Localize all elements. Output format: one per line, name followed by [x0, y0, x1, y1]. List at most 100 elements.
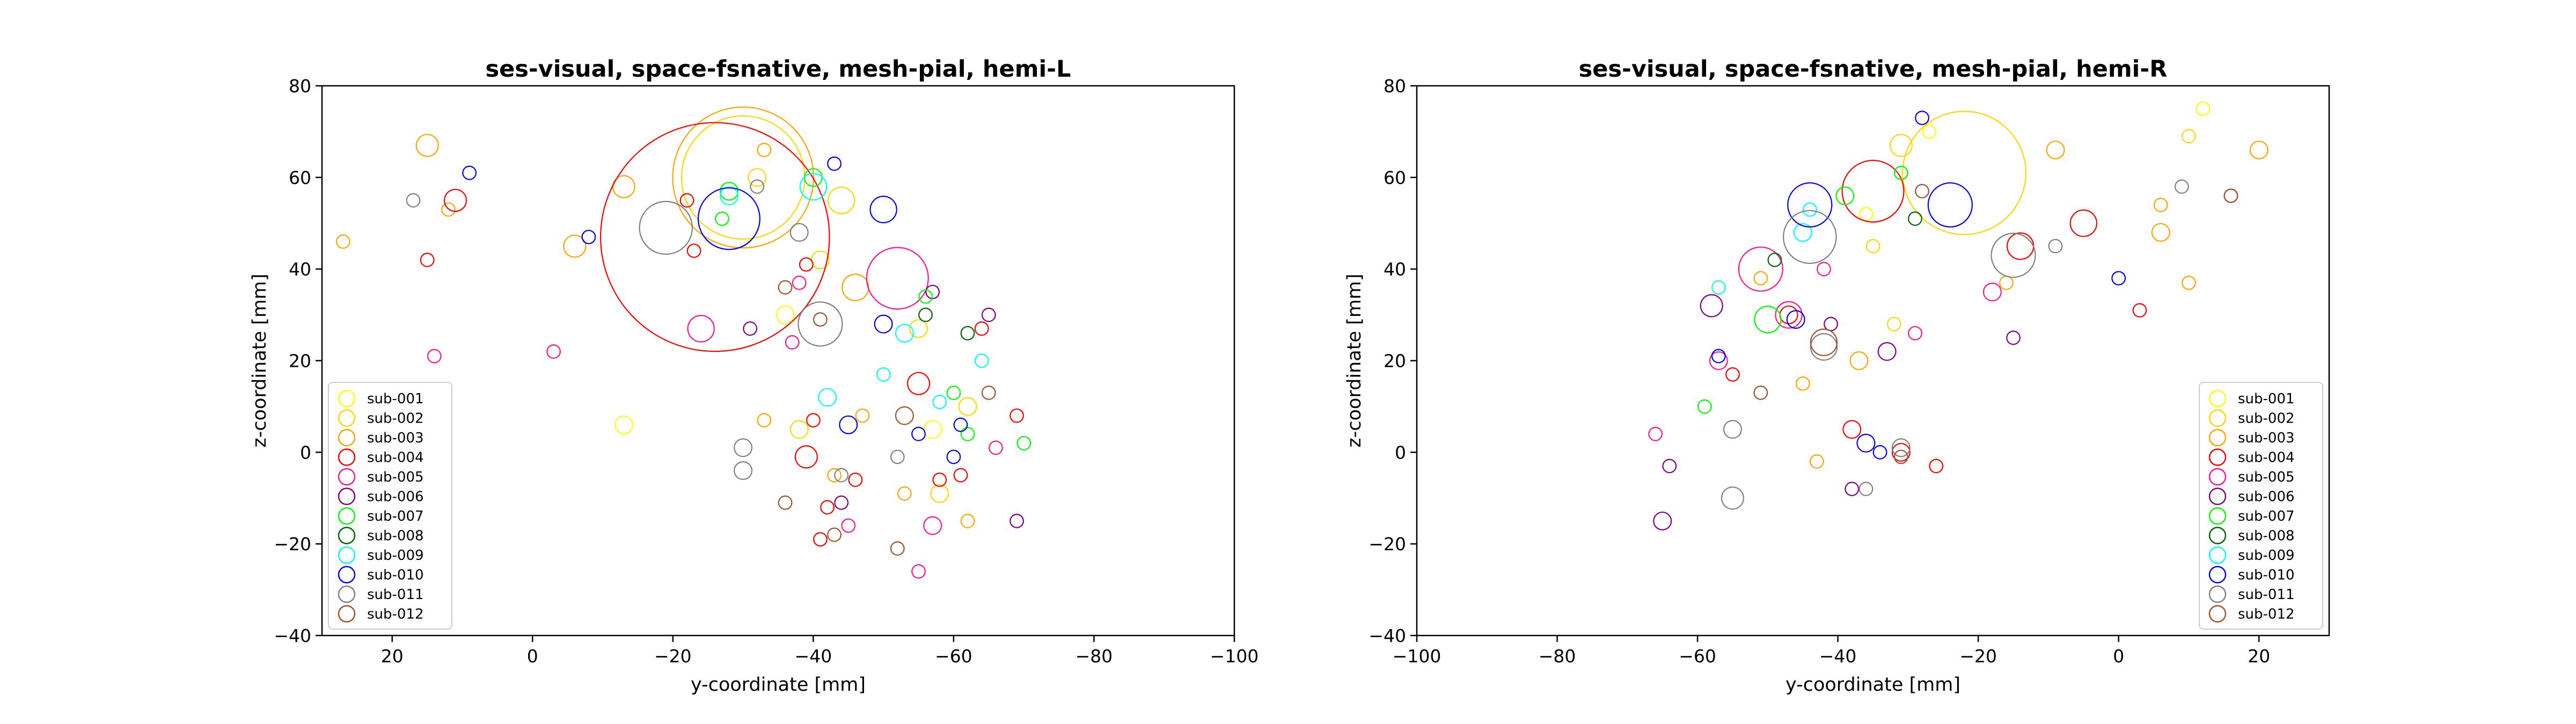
data-point-sub-005 [1709, 351, 1728, 370]
x-tick-label: −20 [654, 646, 692, 667]
legend-label: sub-011 [367, 587, 424, 603]
data-point-sub-007 [1697, 399, 1712, 414]
data-point-sub-003 [2151, 223, 2170, 242]
data-point-sub-004 [2069, 209, 2098, 237]
data-markers [1648, 101, 2268, 530]
legend-marker [2208, 507, 2227, 525]
legend-marker [2208, 468, 2227, 486]
data-point-sub-004 [974, 321, 989, 336]
data-point-sub-002 [748, 168, 767, 187]
legend-label: sub-006 [367, 489, 424, 505]
data-point-sub-005 [1648, 426, 1663, 441]
data-point-sub-004 [2132, 303, 2147, 317]
legend: sub-001 sub-002 sub-003 sub-004 sub-005 sub-0… [2199, 382, 2323, 630]
y-tick-label: −20 [274, 534, 311, 555]
data-point-sub-003 [841, 274, 869, 301]
data-point-sub-012 [895, 406, 914, 425]
data-point-sub-003 [1795, 376, 1810, 391]
data-point-sub-011 [797, 301, 843, 347]
data-point-sub-006 [1824, 316, 1838, 331]
data-point-sub-004 [799, 257, 814, 272]
y-tick-label: 20 [289, 351, 311, 372]
legend-marker [338, 487, 356, 505]
data-point-sub-004 [2006, 232, 2035, 260]
data-point-sub-005 [1775, 301, 1803, 329]
x-tick-label: −60 [935, 646, 972, 667]
data-point-sub-005 [1982, 282, 2002, 301]
y-tick-label: −20 [1368, 534, 1406, 555]
x-tick-label: 0 [2113, 646, 2124, 667]
data-point-sub-004 [686, 243, 701, 258]
x-tick-label: −100 [1393, 646, 1441, 667]
data-point-sub-011 [1891, 438, 1911, 457]
data-point-sub-011 [789, 223, 809, 242]
x-tick-label: −80 [1539, 646, 1576, 667]
data-point-sub-003 [563, 234, 587, 258]
data-point-sub-005 [1817, 262, 1831, 277]
legend-label: sub-006 [2238, 489, 2295, 505]
y-axis-label: z-coordinate [mm] [249, 274, 270, 447]
legend-marker [338, 546, 356, 564]
legend-marker [338, 468, 356, 486]
data-point-sub-011 [1783, 210, 1837, 264]
data-point-sub-002 [810, 250, 830, 270]
legend-label: sub-002 [367, 411, 424, 427]
data-point-sub-012 [827, 527, 842, 542]
data-point-sub-012 [1915, 184, 1929, 198]
left-hemisphere-plot: ses-visual, space-fsnative, mesh-pial, h… [249, 56, 1258, 696]
data-point-sub-010 [869, 195, 897, 224]
y-tick-label: 40 [1384, 259, 1406, 280]
data-point-sub-003 [827, 468, 842, 483]
y-tick-label: 0 [1395, 442, 1406, 463]
data-point-sub-004 [794, 445, 818, 469]
data-point-sub-010 [1872, 445, 1887, 460]
legend-marker [2208, 527, 2227, 544]
data-point-sub-005 [687, 315, 715, 343]
legend-label: sub-009 [367, 548, 424, 564]
data-point-sub-010 [946, 449, 961, 464]
data-point-sub-004 [806, 413, 821, 427]
legend-marker [338, 585, 356, 603]
data-point-sub-007 [1835, 186, 1855, 205]
data-point-sub-005 [1908, 326, 1922, 341]
y-tick-label: 60 [289, 167, 311, 188]
legend-label: sub-008 [2238, 528, 2295, 544]
legend-label: sub-007 [2238, 508, 2295, 524]
data-point-sub-009 [1793, 223, 1812, 242]
data-point-sub-004 [1841, 159, 1905, 223]
legend-marker [2208, 566, 2227, 583]
data-point-sub-006 [1845, 482, 1860, 497]
legend-label: sub-001 [367, 391, 424, 407]
y-tick-label: −40 [1368, 625, 1406, 646]
legend-box [328, 382, 452, 630]
x-tick-label: −80 [1075, 646, 1113, 667]
data-point-sub-005 [923, 516, 942, 535]
legend-marker [338, 507, 356, 525]
legend-marker [2208, 585, 2227, 603]
x-tick-label: −40 [1819, 646, 1857, 667]
data-point-sub-009 [818, 388, 837, 407]
data-point-sub-005 [785, 335, 800, 350]
y-tick-label: 80 [1384, 76, 1406, 97]
data-point-sub-011 [1810, 333, 1838, 361]
data-point-sub-001 [923, 420, 942, 439]
data-point-sub-011 [1990, 232, 2036, 278]
data-point-sub-008 [1767, 253, 1782, 267]
data-point-sub-011 [834, 468, 849, 483]
legend-label: sub-012 [2238, 607, 2295, 623]
legend-label: sub-001 [2238, 391, 2295, 407]
data-point-sub-003 [415, 134, 439, 157]
data-point-sub-002 [680, 115, 806, 240]
data-point-sub-009 [932, 394, 947, 409]
data-point-sub-006 [1877, 342, 1897, 361]
data-point-sub-005 [546, 344, 561, 359]
data-point-sub-007 [1754, 305, 1782, 334]
data-point-sub-006 [2006, 330, 2021, 345]
legend: sub-001 sub-002 sub-003 sub-004 sub-005 sub-0… [328, 382, 452, 630]
y-tick-label: −40 [274, 625, 311, 646]
data-point-sub-002 [909, 319, 928, 338]
data-point-sub-006 [1009, 514, 1024, 528]
data-point-sub-003 [897, 486, 912, 501]
legend-marker [338, 389, 356, 408]
legend-label: sub-008 [367, 528, 424, 544]
